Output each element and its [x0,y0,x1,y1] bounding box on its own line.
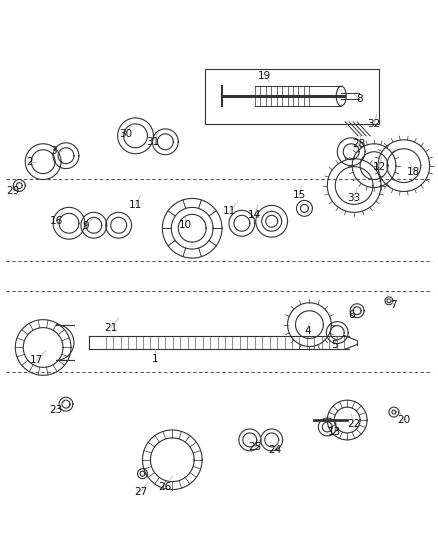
Text: 11: 11 [129,200,142,211]
Text: 10: 10 [179,220,192,230]
Text: 1: 1 [152,354,159,365]
Text: 7: 7 [391,300,397,310]
Text: 20: 20 [397,415,410,425]
Text: 24: 24 [268,445,281,455]
Text: 33: 33 [347,193,361,204]
Text: 2: 2 [26,157,32,167]
Text: 23: 23 [49,405,63,415]
Text: 5: 5 [331,340,338,350]
Text: 16: 16 [49,216,63,227]
Text: 9: 9 [82,221,89,231]
Text: 17: 17 [29,356,43,366]
Text: 19: 19 [258,71,271,81]
Text: 13: 13 [328,427,341,437]
Bar [205,69,379,124]
Text: 26: 26 [159,482,172,491]
Text: 27: 27 [134,487,147,497]
Text: 31: 31 [146,137,159,147]
Text: 14: 14 [248,211,261,220]
Text: 11: 11 [223,206,237,216]
Text: 12: 12 [372,161,385,172]
Text: 25: 25 [248,442,261,452]
Text: 3: 3 [50,146,57,156]
Text: 4: 4 [304,326,311,336]
Text: 15: 15 [293,190,306,200]
Text: 30: 30 [119,129,132,139]
Text: 6: 6 [348,310,354,320]
Text: 8: 8 [356,94,362,104]
Text: 18: 18 [407,167,420,176]
Text: 28: 28 [353,139,366,149]
Text: 21: 21 [104,322,117,333]
Text: 29: 29 [7,187,20,197]
Text: 22: 22 [347,419,361,429]
Text: 32: 32 [367,119,381,129]
